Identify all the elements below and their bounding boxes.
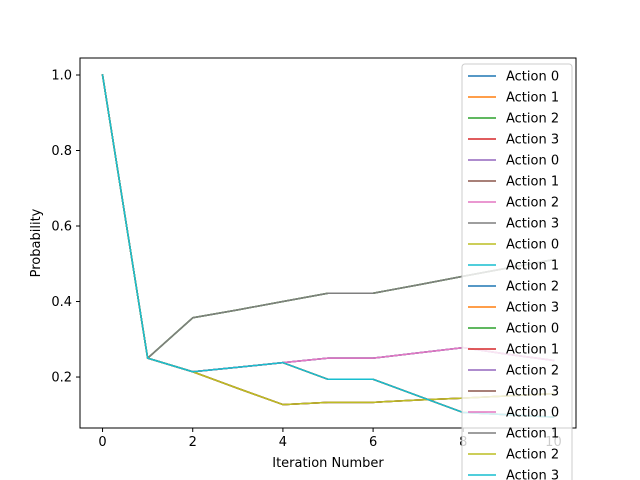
y-tick-label: 0.6 bbox=[51, 220, 72, 235]
y-tick-label: 0.8 bbox=[51, 144, 72, 159]
legend-entry-label: Action 1 bbox=[506, 175, 559, 190]
legend: Action 0 Action 1 Action 2 Action 3 Action 0… bbox=[461, 63, 573, 480]
y-tick-label: 1.0 bbox=[51, 68, 72, 83]
legend-entry-label: Action 2 bbox=[506, 364, 559, 379]
x-tick-label: 4 bbox=[279, 435, 287, 450]
legend-entry-label: Action 0 bbox=[506, 238, 559, 253]
legend-entry-label: Action 2 bbox=[506, 448, 559, 463]
legend-entry-label: Action 2 bbox=[506, 280, 559, 295]
legend-entry-label: Action 1 bbox=[506, 427, 559, 442]
legend-entry-label: Action 1 bbox=[506, 91, 559, 106]
y-axis: 0.2 0.4 0.6 0.8 1.0 bbox=[51, 68, 80, 386]
legend-entry-label: Action 1 bbox=[506, 259, 559, 274]
legend-entry-label: Action 0 bbox=[506, 406, 559, 421]
legend-entry-label: Action 1 bbox=[506, 343, 559, 358]
legend-entry-label: Action 3 bbox=[506, 469, 559, 480]
legend-entry-label: Action 3 bbox=[506, 385, 559, 400]
legend-entry-label: Action 3 bbox=[506, 133, 559, 148]
legend-entry-label: Action 0 bbox=[506, 154, 559, 169]
y-tick-label: 0.4 bbox=[51, 295, 72, 310]
legend-box bbox=[461, 63, 573, 480]
x-tick-label: 2 bbox=[189, 435, 197, 450]
legend-entry-label: Action 3 bbox=[506, 301, 559, 316]
legend-entry-label: Action 2 bbox=[506, 196, 559, 211]
x-tick-label: 6 bbox=[369, 435, 377, 450]
x-axis-label: Iteration Number bbox=[272, 456, 384, 471]
y-axis-label: Probability bbox=[29, 208, 44, 277]
plot-frame bbox=[79, 57, 577, 429]
legend-entry-label: Action 2 bbox=[506, 112, 559, 127]
y-tick-label: 0.2 bbox=[51, 371, 72, 386]
x-tick-label: 0 bbox=[98, 435, 106, 450]
legend-entry-label: Action 0 bbox=[506, 70, 559, 85]
legend-entry-label: Action 3 bbox=[506, 217, 559, 232]
legend-entry-label: Action 0 bbox=[506, 322, 559, 337]
